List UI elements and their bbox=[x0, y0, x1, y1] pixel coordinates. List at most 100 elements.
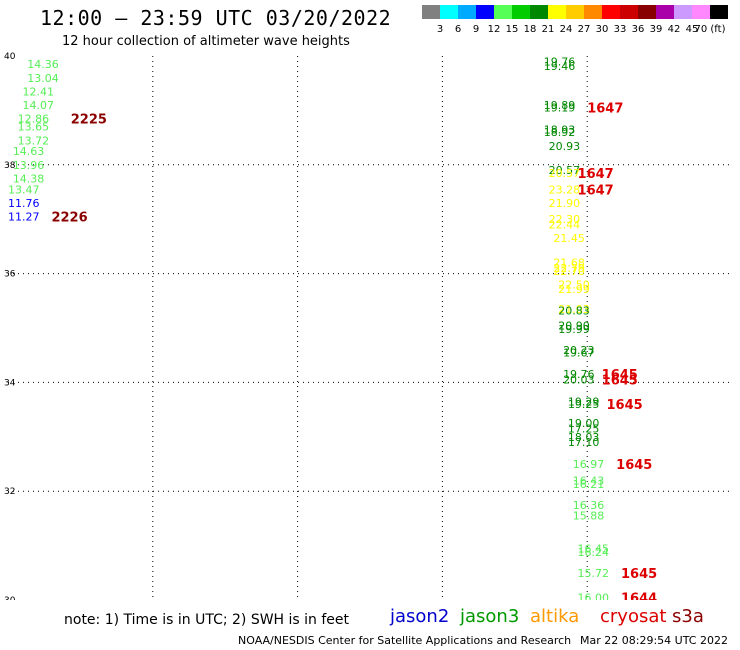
wave-height-label: 18.03 bbox=[568, 431, 600, 444]
wave-height-label: 13.47 bbox=[8, 183, 40, 196]
color-scale-label: 15 bbox=[506, 24, 519, 35]
chart-subtitle: 12 hour collection of altimeter wave hei… bbox=[62, 34, 350, 49]
wave-height-label: 19.99 bbox=[558, 323, 590, 336]
wave-height-label: 19.00 bbox=[568, 417, 600, 430]
color-swatch bbox=[674, 5, 692, 19]
wave-height-label: 16.24 bbox=[578, 546, 610, 559]
color-swatch bbox=[494, 5, 512, 19]
wave-height-label: 20.83 bbox=[558, 305, 590, 318]
wave-height-label: 20.57 bbox=[549, 167, 581, 180]
pass-time-label: 1647 bbox=[578, 183, 614, 198]
chart-title: 12:00 – 23:59 UTC 03/20/2022 bbox=[40, 6, 392, 30]
color-scale-label: 21 bbox=[542, 24, 555, 35]
color-scale-label: 45 bbox=[686, 24, 699, 35]
color-swatch bbox=[710, 5, 728, 19]
pass-time-label: 1647 bbox=[587, 102, 623, 117]
wave-height-label: 21.90 bbox=[549, 197, 581, 210]
wave-height-label: 16.21 bbox=[573, 478, 605, 491]
wave-height-label: 13.72 bbox=[18, 134, 50, 147]
wave-height-label: 15.88 bbox=[573, 510, 605, 523]
wave-height-label: 21.68 bbox=[553, 257, 585, 270]
pass-time-label: 1647 bbox=[578, 167, 614, 182]
color-swatch bbox=[512, 5, 530, 19]
wave-height-label: 12.86 bbox=[18, 113, 50, 126]
color-swatch bbox=[692, 5, 710, 19]
wave-height-label: 17.10 bbox=[568, 436, 600, 449]
color-scale-label: 12 bbox=[488, 24, 501, 35]
wave-height-label: 11.27 bbox=[8, 210, 40, 223]
y-tick-label: 38 bbox=[4, 161, 16, 171]
color-swatch bbox=[620, 5, 638, 19]
color-swatch bbox=[638, 5, 656, 19]
wave-height-label: 19.46 bbox=[544, 60, 576, 73]
wave-height-label: 19.29 bbox=[568, 395, 600, 408]
wave-height-label: 14.36 bbox=[27, 58, 59, 71]
wave-height-label: 15.72 bbox=[578, 567, 610, 580]
wave-height-label: 19.76 bbox=[544, 55, 576, 68]
color-scale-label: 9 bbox=[473, 24, 479, 35]
wave-height-label: 22.44 bbox=[549, 219, 581, 232]
color-scale-label: 24 bbox=[560, 24, 573, 35]
wave-height-label: 19.19 bbox=[544, 102, 576, 115]
wave-height-label: 11.76 bbox=[8, 197, 40, 210]
wave-height-label: 22.50 bbox=[558, 278, 590, 291]
legend-jason3: jason3 bbox=[460, 606, 520, 627]
wave-height-label: 13.04 bbox=[27, 72, 59, 85]
footnote: note: 1) Time is in UTC; 2) SWH is in fe… bbox=[64, 612, 350, 628]
y-tick-label: 32 bbox=[4, 487, 15, 497]
color-scale-label: 36 bbox=[632, 24, 645, 35]
color-swatch bbox=[584, 5, 602, 19]
color-scale-label: 39 bbox=[650, 24, 663, 35]
pass-time-label: 1644 bbox=[621, 591, 657, 600]
wave-height-label: 19.67 bbox=[563, 346, 595, 359]
y-tick-label: 34 bbox=[4, 378, 16, 388]
wave-height-label: 20.23 bbox=[563, 344, 595, 357]
color-swatch bbox=[422, 5, 440, 19]
credit-line: NOAA/NESDIS Center for Satellite Applica… bbox=[238, 634, 572, 647]
color-swatch bbox=[566, 5, 584, 19]
color-swatch bbox=[656, 5, 674, 19]
pass-time-label: 1645 bbox=[607, 398, 643, 413]
wave-height-label: 13.96 bbox=[13, 159, 45, 172]
wave-height-label: 20.57 bbox=[549, 164, 581, 177]
color-swatch bbox=[602, 5, 620, 19]
pass-time-label: 1645 bbox=[602, 368, 638, 383]
wave-height-label: 21.03 bbox=[558, 303, 590, 316]
wave-height-label: 20.90 bbox=[558, 319, 590, 332]
color-scale-label: 6 bbox=[455, 24, 461, 35]
plot-area: 303234363840-180-177-174-171-168-1614.36… bbox=[4, 52, 732, 600]
wave-height-label: 20.03 bbox=[563, 374, 595, 387]
legend-jason2: jason2 bbox=[390, 606, 450, 627]
color-scale-label: 27 bbox=[578, 24, 591, 35]
color-scale-label: 3 bbox=[437, 24, 443, 35]
wave-height-label: 17.25 bbox=[568, 423, 600, 436]
pass-time-label: 1645 bbox=[602, 374, 638, 389]
color-swatch bbox=[530, 5, 548, 19]
wave-height-label: 23.28 bbox=[549, 183, 581, 196]
color-scale-label: 42 bbox=[668, 24, 681, 35]
wave-height-label: 14.38 bbox=[13, 172, 45, 185]
color-swatch bbox=[458, 5, 476, 19]
wave-height-label: 16.97 bbox=[573, 458, 605, 471]
wave-height-label: 16.45 bbox=[578, 542, 610, 555]
wave-height-label: 14.63 bbox=[13, 145, 45, 158]
color-swatch bbox=[548, 5, 566, 19]
legend-s3a: s3a bbox=[672, 606, 704, 627]
pass-time-label: 2226 bbox=[51, 210, 87, 225]
wave-height-label: 20.93 bbox=[549, 140, 581, 153]
color-scale-label: 18 bbox=[524, 24, 537, 35]
wave-height-label: 18.92 bbox=[544, 126, 576, 139]
wave-height-label: 22.30 bbox=[549, 213, 581, 226]
legend-cryosat: cryosat bbox=[600, 606, 667, 627]
wave-height-label: 22.79 bbox=[553, 262, 585, 275]
wave-height-label: 19.25 bbox=[568, 398, 600, 411]
color-scale-label: 33 bbox=[614, 24, 627, 35]
color-scale-label: 30 bbox=[596, 24, 609, 35]
wave-height-label: 16.43 bbox=[573, 474, 605, 487]
wave-height-label: 13.65 bbox=[18, 121, 50, 134]
wave-height-label: 12.41 bbox=[22, 85, 54, 98]
wave-height-label: 18.93 bbox=[544, 123, 576, 136]
generated-timestamp: Mar 22 08:29:54 UTC 2022 bbox=[580, 634, 728, 647]
